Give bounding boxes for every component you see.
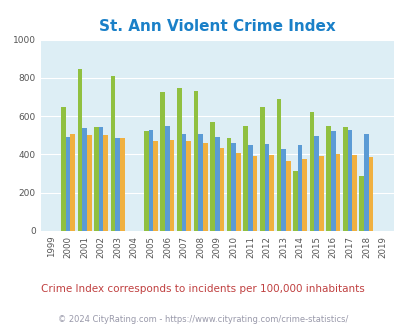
Bar	[285, 161, 290, 231]
Bar	[243, 126, 247, 231]
Bar	[202, 143, 207, 231]
Bar	[66, 137, 70, 231]
Bar	[219, 148, 224, 231]
Bar	[111, 76, 115, 231]
Bar	[313, 136, 318, 231]
Bar	[264, 144, 269, 231]
Bar	[363, 134, 368, 231]
Bar	[252, 156, 257, 231]
Bar	[160, 92, 165, 231]
Bar	[302, 159, 306, 231]
Title: St. Ann Violent Crime Index: St. Ann Violent Crime Index	[98, 19, 335, 34]
Bar	[115, 138, 120, 231]
Bar	[181, 134, 186, 231]
Bar	[236, 153, 240, 231]
Bar	[198, 134, 202, 231]
Bar	[70, 134, 75, 231]
Bar	[247, 145, 252, 231]
Bar	[94, 127, 98, 231]
Bar	[177, 88, 181, 231]
Bar	[82, 128, 87, 231]
Bar	[214, 137, 219, 231]
Bar	[153, 141, 158, 231]
Bar	[330, 131, 335, 231]
Text: Crime Index corresponds to incidents per 100,000 inhabitants: Crime Index corresponds to incidents per…	[41, 284, 364, 294]
Bar	[210, 122, 214, 231]
Bar	[297, 145, 302, 231]
Bar	[77, 69, 82, 231]
Bar	[186, 142, 190, 231]
Bar	[87, 135, 91, 231]
Bar	[98, 127, 103, 231]
Bar	[169, 140, 174, 231]
Text: © 2024 CityRating.com - https://www.cityrating.com/crime-statistics/: © 2024 CityRating.com - https://www.city…	[58, 315, 347, 324]
Bar	[335, 154, 339, 231]
Bar	[368, 157, 373, 231]
Bar	[193, 91, 198, 231]
Bar	[326, 126, 330, 231]
Bar	[269, 155, 273, 231]
Bar	[148, 130, 153, 231]
Bar	[309, 112, 313, 231]
Bar	[276, 99, 281, 231]
Bar	[103, 135, 108, 231]
Bar	[231, 143, 236, 231]
Bar	[61, 107, 66, 231]
Bar	[347, 130, 351, 231]
Bar	[143, 131, 148, 231]
Bar	[358, 177, 363, 231]
Bar	[351, 155, 356, 231]
Bar	[292, 171, 297, 231]
Bar	[165, 126, 169, 231]
Bar	[281, 149, 285, 231]
Bar	[120, 138, 124, 231]
Bar	[318, 156, 323, 231]
Bar	[259, 107, 264, 231]
Bar	[342, 127, 347, 231]
Bar	[226, 138, 231, 231]
